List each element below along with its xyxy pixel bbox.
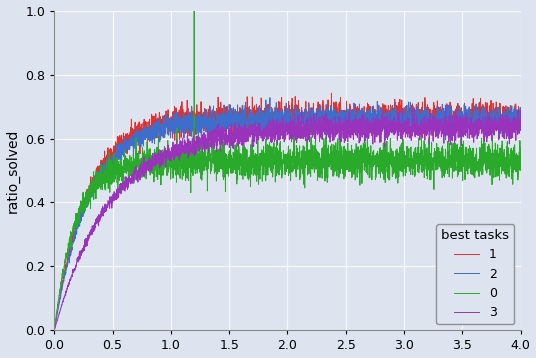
- 3: [508, 127, 515, 132]
- 3: [104, 206, 110, 210]
- 3: [51, 328, 57, 333]
- 3: [458, 121, 465, 125]
- Line: 2: 2: [54, 98, 520, 330]
- 0: [458, 148, 465, 153]
- 0: [51, 328, 57, 333]
- 2: [132, 146, 138, 151]
- 3: [230, 133, 236, 137]
- 0: [230, 150, 236, 154]
- 3: [250, 139, 257, 143]
- 3: [442, 103, 449, 107]
- Legend: 1, 2, 0, 3: 1, 2, 0, 3: [436, 224, 514, 324]
- 2: [267, 96, 273, 100]
- 1: [132, 120, 138, 124]
- 2: [250, 125, 257, 130]
- 0: [191, 8, 197, 13]
- 1: [51, 328, 57, 333]
- 0: [132, 164, 138, 168]
- 1: [458, 108, 465, 113]
- Y-axis label: ratio_solved: ratio_solved: [5, 128, 20, 213]
- 0: [250, 148, 257, 152]
- 0: [517, 146, 524, 151]
- 2: [230, 122, 236, 127]
- 1: [230, 131, 236, 135]
- 1: [508, 112, 515, 117]
- Line: 1: 1: [54, 93, 520, 330]
- 3: [517, 129, 524, 133]
- 1: [104, 155, 110, 160]
- 0: [104, 179, 110, 183]
- 2: [51, 328, 57, 333]
- 0: [508, 163, 515, 167]
- 1: [328, 91, 334, 96]
- 1: [250, 118, 257, 122]
- 1: [517, 110, 524, 115]
- 2: [517, 112, 524, 116]
- Line: 0: 0: [54, 10, 520, 330]
- 3: [132, 165, 138, 170]
- 2: [508, 109, 515, 113]
- 2: [104, 168, 110, 172]
- Line: 3: 3: [54, 105, 520, 330]
- 2: [458, 120, 465, 124]
